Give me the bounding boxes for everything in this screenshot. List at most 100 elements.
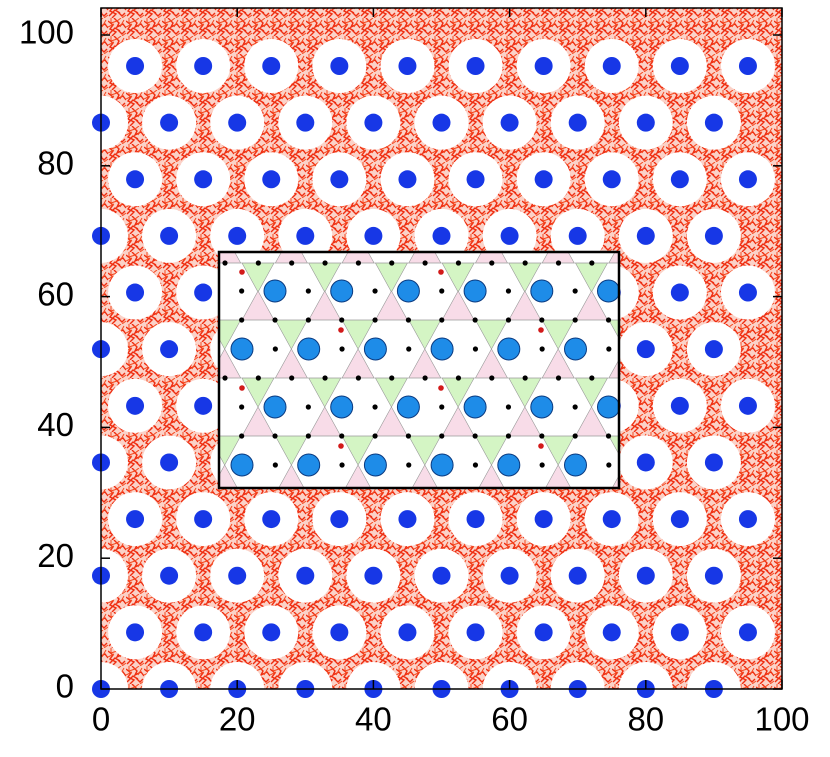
lattice-node [406,346,412,352]
lattice-node [255,260,261,266]
inset-site [396,279,420,303]
lattice-node [539,433,545,439]
inset-site [430,453,454,477]
lattice-node [589,375,595,381]
point [160,340,179,359]
halo [101,322,128,377]
point [534,170,553,189]
point [364,226,383,245]
lattice-node [406,462,412,468]
point [738,623,757,642]
lattice-node [305,404,311,410]
point [160,453,179,472]
x-tick-label: 60 [491,701,528,738]
lattice-node [222,375,228,381]
inset-site [263,279,287,303]
point [500,226,519,245]
halo [142,662,197,689]
lattice-node [239,433,245,439]
lattice-node [439,404,445,410]
point [534,623,553,642]
lattice-node [505,288,512,294]
lattice-node [322,260,328,266]
defect [438,269,444,275]
inset [217,250,621,490]
point [670,510,689,529]
lattice-node [539,346,545,352]
lattice-node [489,260,495,266]
defect [239,385,245,391]
inset-site [530,395,554,419]
lattice-node [239,317,245,323]
y-tick-label: 40 [37,406,74,443]
y-tick-label: 60 [37,275,74,312]
lattice-node [305,288,311,294]
lattice-node [505,317,512,323]
lattice-node [372,288,378,294]
halo [550,662,605,689]
point [126,623,145,642]
pink-triangle [345,464,372,488]
point [602,56,621,75]
point [670,56,689,75]
x-tick-label: 80 [627,701,664,738]
lattice-node [522,375,528,381]
inset-site [430,337,454,361]
inset-site [330,279,354,303]
point [534,510,553,529]
point [330,170,349,189]
point [330,510,349,529]
lattice-node [422,260,428,266]
point [398,510,417,529]
inset-site [497,337,521,361]
inset-site [363,337,387,361]
pink-triangle [611,475,619,488]
point [738,170,757,189]
lattice-node [289,260,295,266]
green-triangle [608,435,619,455]
pink-triangle [411,464,438,488]
lattice-node [489,375,495,381]
halo [482,662,537,689]
halo [618,662,673,689]
halo [101,208,128,263]
point [738,56,757,75]
point [568,566,587,585]
point [636,226,655,245]
point [568,226,587,245]
point [160,226,179,245]
inset-site [363,453,387,477]
point [364,566,383,585]
point [704,226,723,245]
point [636,340,655,359]
lattice-node [555,375,562,381]
inset-site [597,279,619,303]
halo [278,662,333,689]
lattice-node [239,288,245,294]
point [466,623,485,642]
lattice-node [305,317,311,323]
y-tick-label: 100 [19,14,74,51]
halo [101,662,128,689]
halo [686,662,741,689]
green-triangle [608,319,619,339]
point [160,113,179,132]
point [602,510,621,529]
lattice-node [505,404,512,410]
lattice-node [439,433,445,439]
point [262,623,281,642]
lattice-node [472,433,478,439]
lattice-node [255,375,261,381]
inset-site [230,337,254,361]
lattice-node [522,260,528,266]
lattice-node [605,317,612,323]
lattice-node [606,462,612,468]
point [126,56,145,75]
point [704,566,723,585]
pink-triangle [478,464,505,488]
point [160,566,179,585]
pink-triangle [545,464,572,488]
point [398,623,417,642]
lattice-node [405,317,412,323]
